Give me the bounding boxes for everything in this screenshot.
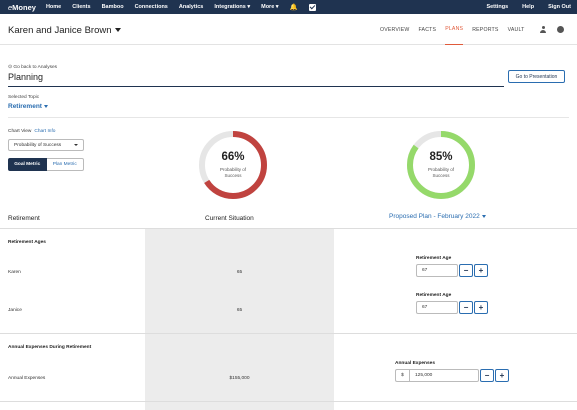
janice-retirement-age-label: Retirement Age <box>416 293 452 298</box>
emoney-logo[interactable]: eMoney <box>8 2 36 12</box>
nav-home[interactable]: Home <box>45 4 62 10</box>
divider <box>0 401 577 402</box>
page-title: Planning <box>8 72 44 82</box>
client-name-dropdown[interactable]: Karen and Janice Brown <box>8 25 121 36</box>
karen-retirement-age-input[interactable]: 67 <box>416 264 458 277</box>
janice-retirement-age-input[interactable]: 67 <box>416 301 458 314</box>
current-success-percent: 66% <box>221 151 245 163</box>
gauge-caption: Probability of Success <box>427 167 454 178</box>
expenses-increment-button[interactable]: + <box>495 369 509 382</box>
nav-settings[interactable]: Settings <box>486 4 509 10</box>
checkbox-tasks-icon[interactable] <box>308 3 316 11</box>
bell-icon[interactable]: 🔔 <box>289 4 298 11</box>
current-situation-column <box>145 229 334 410</box>
goal-metric-button[interactable]: Goal Metric <box>8 158 47 171</box>
current-success-gauge: 66% Probability of Success <box>198 130 268 200</box>
chart-view-select[interactable]: Probability of Success <box>8 139 84 151</box>
chevron-down-icon <box>43 104 48 108</box>
nav-integrations[interactable]: Integrations ▾ <box>214 4 251 10</box>
person-icon[interactable] <box>540 26 546 33</box>
divider <box>8 117 569 118</box>
client-header: Karen and Janice Brown OVERVIEW FACTS PL… <box>0 14 577 45</box>
divider <box>0 228 577 229</box>
chart-view-label: Chart View Chart Info <box>8 129 56 134</box>
karen-retirement-age-label: Retirement Age <box>416 256 452 261</box>
karen-current-age: 65 <box>236 270 243 275</box>
title-divider <box>8 86 504 87</box>
tab-reports[interactable]: REPORTS <box>472 26 499 33</box>
proposed-success-gauge: 85% Probability of Success <box>406 130 476 200</box>
gauge-caption: Probability of Success <box>219 167 246 178</box>
nav-connections[interactable]: Connections <box>134 4 168 10</box>
row-label-janice: Janice <box>8 308 22 313</box>
tab-plans[interactable]: PLANS <box>445 14 464 45</box>
proposed-plan-dropdown[interactable]: Proposed Plan - February 2022 <box>389 213 486 220</box>
row-label-annual-expenses: Annual Expenses <box>8 376 46 381</box>
chevron-down-icon <box>74 144 78 146</box>
karen-age-decrement-button[interactable]: − <box>459 264 473 277</box>
tab-facts[interactable]: FACTS <box>418 26 437 33</box>
gauge-arc <box>407 131 475 199</box>
nav-bamboo[interactable]: Bamboo <box>101 4 124 10</box>
nav-analytics[interactable]: Analytics <box>178 4 204 10</box>
nav-sign-out[interactable]: Sign Out <box>548 4 571 10</box>
back-to-analyses-link[interactable]: ⊙ Go back to Analyses <box>8 65 58 70</box>
retirement-column-heading: Retirement <box>8 215 40 222</box>
client-tabs: OVERVIEW FACTS PLANS REPORTS VAULT <box>380 14 534 45</box>
current-situation-heading: Current Situation <box>205 215 254 222</box>
metric-toggle: Goal Metric Plan Metric <box>8 158 84 171</box>
tab-overview[interactable]: OVERVIEW <box>380 26 410 33</box>
janice-age-increment-button[interactable]: + <box>474 301 488 314</box>
gauge-arc <box>199 131 267 199</box>
retirement-ages-title: Retirement Ages <box>8 240 46 245</box>
go-to-presentation-button[interactable]: Go to Presentation <box>508 70 565 83</box>
janice-age-decrement-button[interactable]: − <box>459 301 473 314</box>
proposed-success-percent: 85% <box>429 151 453 163</box>
plan-metric-button[interactable]: Plan Metric <box>46 158 84 171</box>
nav-help[interactable]: Help <box>522 4 535 10</box>
tab-vault[interactable]: VAULT <box>507 26 525 33</box>
chevron-down-icon <box>481 214 486 218</box>
selected-topic-label: Selected Topic <box>8 95 40 100</box>
karen-age-increment-button[interactable]: + <box>474 264 488 277</box>
annual-expenses-title: Annual Expenses During Retirement <box>8 345 92 350</box>
annual-expenses-input[interactable]: 125,000 <box>409 369 479 382</box>
top-nav-bar: eMoney Home Clients Bamboo Connections A… <box>0 0 577 14</box>
janice-current-age: 65 <box>236 308 243 313</box>
annual-expenses-label: Annual Expenses <box>395 361 435 366</box>
selected-topic-dropdown[interactable]: Retirement <box>8 103 48 110</box>
nav-clients[interactable]: Clients <box>72 4 91 10</box>
globe-icon[interactable] <box>557 26 564 33</box>
current-annual-expenses: $155,000 <box>229 376 250 381</box>
nav-more[interactable]: More ▾ <box>261 4 279 10</box>
chart-info-link[interactable]: Chart Info <box>34 129 56 134</box>
divider <box>0 333 577 334</box>
expenses-decrement-button[interactable]: − <box>480 369 494 382</box>
chevron-down-icon <box>114 28 121 33</box>
currency-prefix: $ <box>395 369 409 382</box>
row-label-karen: Karen <box>8 270 21 275</box>
